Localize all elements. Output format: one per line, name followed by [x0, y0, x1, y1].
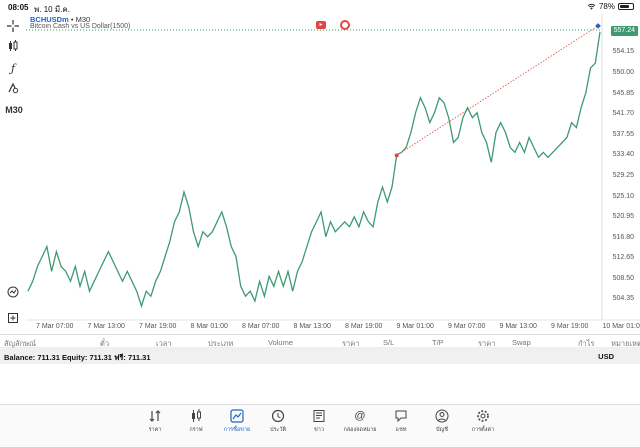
balance-row: Balance: 711.31 Equity: 711.31 ฟรี: 711.… [0, 348, 640, 364]
table-column-header[interactable]: ประเภท [208, 339, 234, 348]
chart-symbol-line: BCHUSDm • M30 [30, 15, 90, 24]
nav-label: ราคา [148, 427, 162, 433]
chart-toolbar: ƒ M30 [0, 14, 26, 334]
crosshair-icon[interactable] [5, 18, 21, 34]
nav-news[interactable]: ข่าว [302, 409, 336, 434]
table-column-header[interactable]: หมายเหตุ [611, 339, 640, 348]
nav-mailbox[interactable]: @ กล่องจดหมาย [343, 409, 377, 434]
table-column-header[interactable]: ตั๋ว [100, 339, 110, 348]
x-tick-label: 8 Mar 19:00 [345, 323, 383, 330]
nav-label: กราฟ [189, 427, 203, 433]
battery-percent: 78% [598, 2, 615, 11]
ring-indicator-icon[interactable] [340, 20, 350, 30]
y-tick-label: 508.50 [612, 274, 634, 282]
x-tick-label: 8 Mar 07:00 [242, 323, 280, 330]
account-icon [435, 409, 449, 423]
table-column-header[interactable]: Swap [512, 338, 531, 347]
x-tick-label: 7 Mar 07:00 [36, 323, 74, 330]
account-currency: USD [598, 352, 614, 361]
y-tick-label: 554.15 [612, 48, 634, 56]
at-sign-icon: @ [354, 410, 366, 422]
objects-icon[interactable] [5, 80, 21, 96]
chart-symbol: BCHUSDm [30, 15, 69, 24]
x-tick-label: 8 Mar 13:00 [293, 323, 331, 330]
news-icon [312, 409, 326, 423]
table-column-header[interactable]: กำไร [578, 339, 595, 348]
nav-account[interactable]: บัญชี [425, 409, 459, 434]
wifi-icon [587, 3, 596, 10]
price-line [27, 31, 601, 309]
status-time: 08:05 [8, 3, 29, 12]
y-tick-label: 520.95 [612, 213, 634, 221]
nav-chat[interactable]: แชท [384, 409, 418, 434]
x-tick-label: 9 Mar 13:00 [499, 323, 537, 330]
chart-settings-icon[interactable] [5, 284, 21, 300]
chart-description: Bitcoin Cash vs US Dollar(1500) [30, 23, 131, 30]
candles-icon [189, 409, 203, 423]
chart-canvas[interactable] [26, 14, 640, 334]
nav-label: กล่องจดหมาย [343, 427, 377, 433]
table-column-header[interactable]: T/P [432, 338, 444, 347]
y-tick-label: 504.35 [612, 295, 634, 303]
y-tick-label: 550.00 [612, 69, 634, 77]
nav-chart[interactable]: กราฟ [179, 409, 213, 434]
trend-end-point[interactable] [595, 23, 601, 29]
trend-line[interactable] [396, 25, 599, 156]
y-tick-label: 541.70 [612, 110, 634, 118]
nav-label: แชท [395, 427, 407, 433]
x-tick-label: 10 Mar 01:00 [602, 323, 640, 330]
status-date: พ. 10 มี.ค. [34, 5, 70, 14]
nav-label: การซื้อขาย [223, 427, 251, 433]
x-tick-label: 9 Mar 19:00 [551, 323, 589, 330]
y-tick-label: 545.85 [612, 89, 634, 97]
nav-quotes[interactable]: ราคา [138, 409, 172, 434]
status-right: 78% [587, 2, 634, 11]
current-price-badge: 557.24 [610, 26, 638, 36]
x-tick-label: 7 Mar 13:00 [87, 323, 125, 330]
nav-label: ประวัติ [269, 427, 287, 433]
y-tick-label: 525.10 [612, 192, 634, 200]
table-column-header[interactable]: ราคา [478, 339, 496, 348]
y-tick-label: 533.40 [612, 151, 634, 159]
table-column-header[interactable]: ราคา [342, 339, 360, 348]
indicators-icon[interactable] [5, 38, 21, 54]
quotes-icon [148, 409, 162, 423]
new-order-icon[interactable] [5, 310, 21, 326]
trade-chart-icon [230, 409, 244, 423]
x-tick-label: 9 Mar 01:00 [396, 323, 434, 330]
y-tick-label: 512.65 [612, 254, 634, 262]
nav-label: การตั้งค่า [471, 427, 495, 433]
status-bar: 08:05 พ. 10 มี.ค. 78% [0, 0, 640, 14]
x-tick-label: 8 Mar 01:00 [190, 323, 228, 330]
gear-icon [476, 409, 490, 423]
x-tick-label: 7 Mar 19:00 [139, 323, 177, 330]
nav-label: ข่าว [314, 427, 324, 433]
function-icon[interactable]: ƒ [10, 61, 16, 75]
history-icon [271, 409, 285, 423]
battery-icon [618, 3, 634, 10]
trade-table-header: สัญลักษณ์ ตั๋ว เวลา ประเภท Volume ราคา S/L T/P ร… [0, 334, 640, 348]
nav-label: บัญชี [436, 427, 448, 433]
nav-history[interactable]: ประวัติ [261, 409, 295, 434]
table-column-header[interactable]: เวลา [156, 339, 172, 348]
trend-start-point[interactable] [394, 153, 399, 158]
signal-indicator-icon[interactable]: ▸ [316, 21, 326, 29]
balance-text: Balance: 711.31 Equity: 711.31 ฟรี: 711.… [4, 353, 151, 362]
y-tick-label: 516.80 [612, 233, 634, 241]
bottom-nav: ราคา กราฟ การซื้อขาย ประวัติ ข่าว @ กล่อ… [0, 404, 640, 447]
y-tick-label: 537.55 [612, 130, 634, 138]
nav-trade[interactable]: การซื้อขาย [220, 409, 254, 434]
table-column-header[interactable]: สัญลักษณ์ [4, 339, 37, 348]
nav-settings[interactable]: การตั้งค่า [466, 409, 500, 434]
chat-icon [394, 409, 408, 423]
y-tick-label: 529.25 [612, 171, 634, 179]
price-chart[interactable]: BCHUSDm • M30 Bitcoin Cash vs US Dollar(… [26, 14, 640, 334]
table-column-header[interactable]: Volume [268, 338, 294, 347]
timeframe-button[interactable]: M30 [5, 105, 23, 115]
table-column-header[interactable]: S/L [383, 338, 395, 347]
x-tick-label: 9 Mar 07:00 [448, 323, 486, 330]
chart-timeframe: • M30 [70, 15, 91, 24]
